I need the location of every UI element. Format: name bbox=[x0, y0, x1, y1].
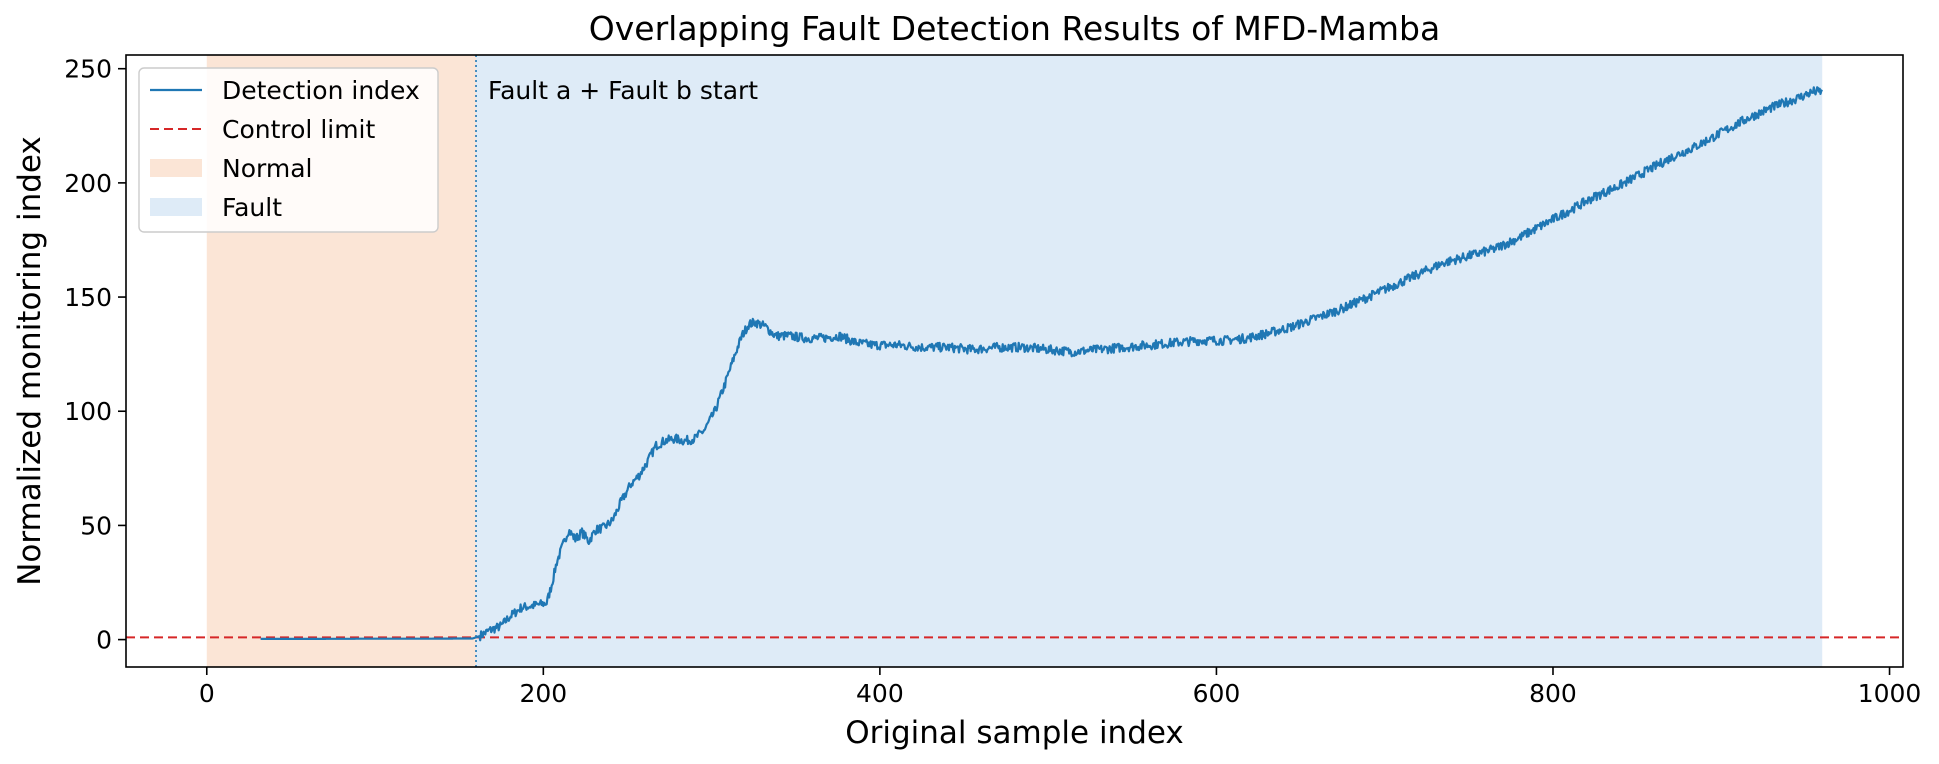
y-tick-label: 200 bbox=[64, 169, 112, 198]
plot-frame bbox=[125, 54, 1904, 668]
x-tick-label: 800 bbox=[1529, 679, 1577, 708]
fault-start-annotation: Fault a + Fault b start bbox=[488, 76, 758, 105]
x-tick-label: 200 bbox=[519, 679, 567, 708]
y-tick-label: 100 bbox=[64, 397, 112, 426]
legend-label: Detection index bbox=[222, 76, 420, 105]
legend-label: Control limit bbox=[222, 115, 376, 144]
x-tick-label: 600 bbox=[1193, 679, 1241, 708]
y-axis-label: Normalized monitoring index bbox=[12, 136, 48, 586]
y-tick-label: 50 bbox=[80, 511, 112, 540]
y-tick-label: 150 bbox=[64, 283, 112, 312]
series-line-0 bbox=[260, 86, 1824, 642]
x-tick-label: 1000 bbox=[1858, 679, 1922, 708]
x-tick-label: 0 bbox=[199, 679, 215, 708]
legend-box bbox=[138, 67, 439, 233]
legend-label: Fault bbox=[222, 193, 282, 222]
chart-title: Overlapping Fault Detection Results of M… bbox=[589, 9, 1440, 48]
legend-label: Normal bbox=[222, 154, 312, 183]
legend-swatch-fault bbox=[150, 198, 202, 216]
x-tick-label: 400 bbox=[856, 679, 904, 708]
ticks-layer: 0 200 400 600 800 1000 0 50 100 150 200 250 bbox=[64, 55, 1921, 708]
y-tick-label: 0 bbox=[96, 626, 112, 655]
legend: Detection index Control limit Normal Fault bbox=[138, 67, 439, 233]
legend-swatch-normal bbox=[150, 159, 202, 177]
region-fault bbox=[476, 55, 1823, 667]
regions-layer bbox=[206, 55, 1823, 667]
x-axis-label: Original sample index bbox=[845, 715, 1184, 751]
lines-layer bbox=[126, 55, 1903, 667]
y-tick-label: 250 bbox=[64, 55, 112, 84]
